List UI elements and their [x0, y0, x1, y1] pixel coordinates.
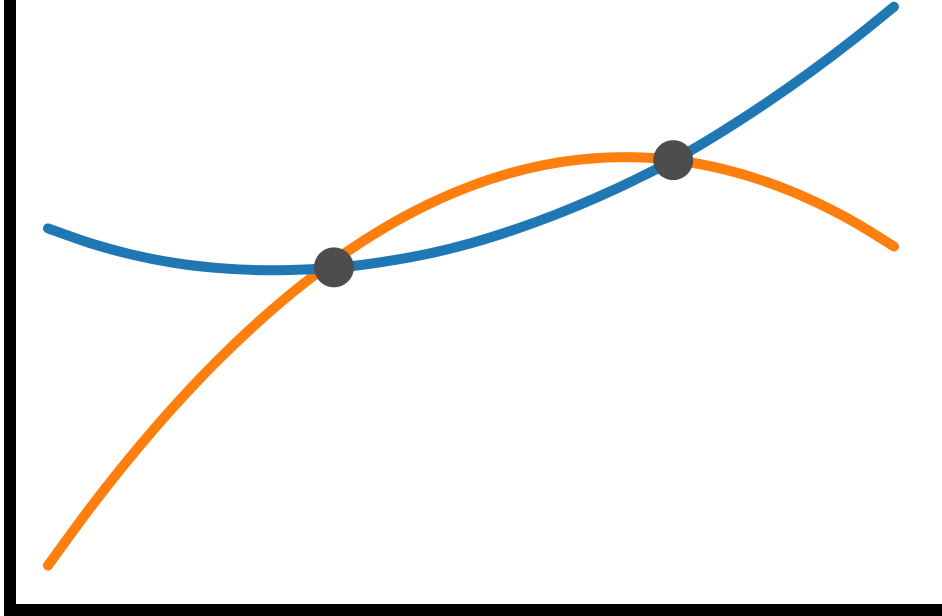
plot-area — [43, 1, 899, 571]
intersection-marker-1 — [313, 247, 354, 288]
intersection-marker-2 — [653, 140, 694, 181]
series-line-2 — [43, 152, 899, 571]
series-line-1 — [43, 1, 899, 276]
